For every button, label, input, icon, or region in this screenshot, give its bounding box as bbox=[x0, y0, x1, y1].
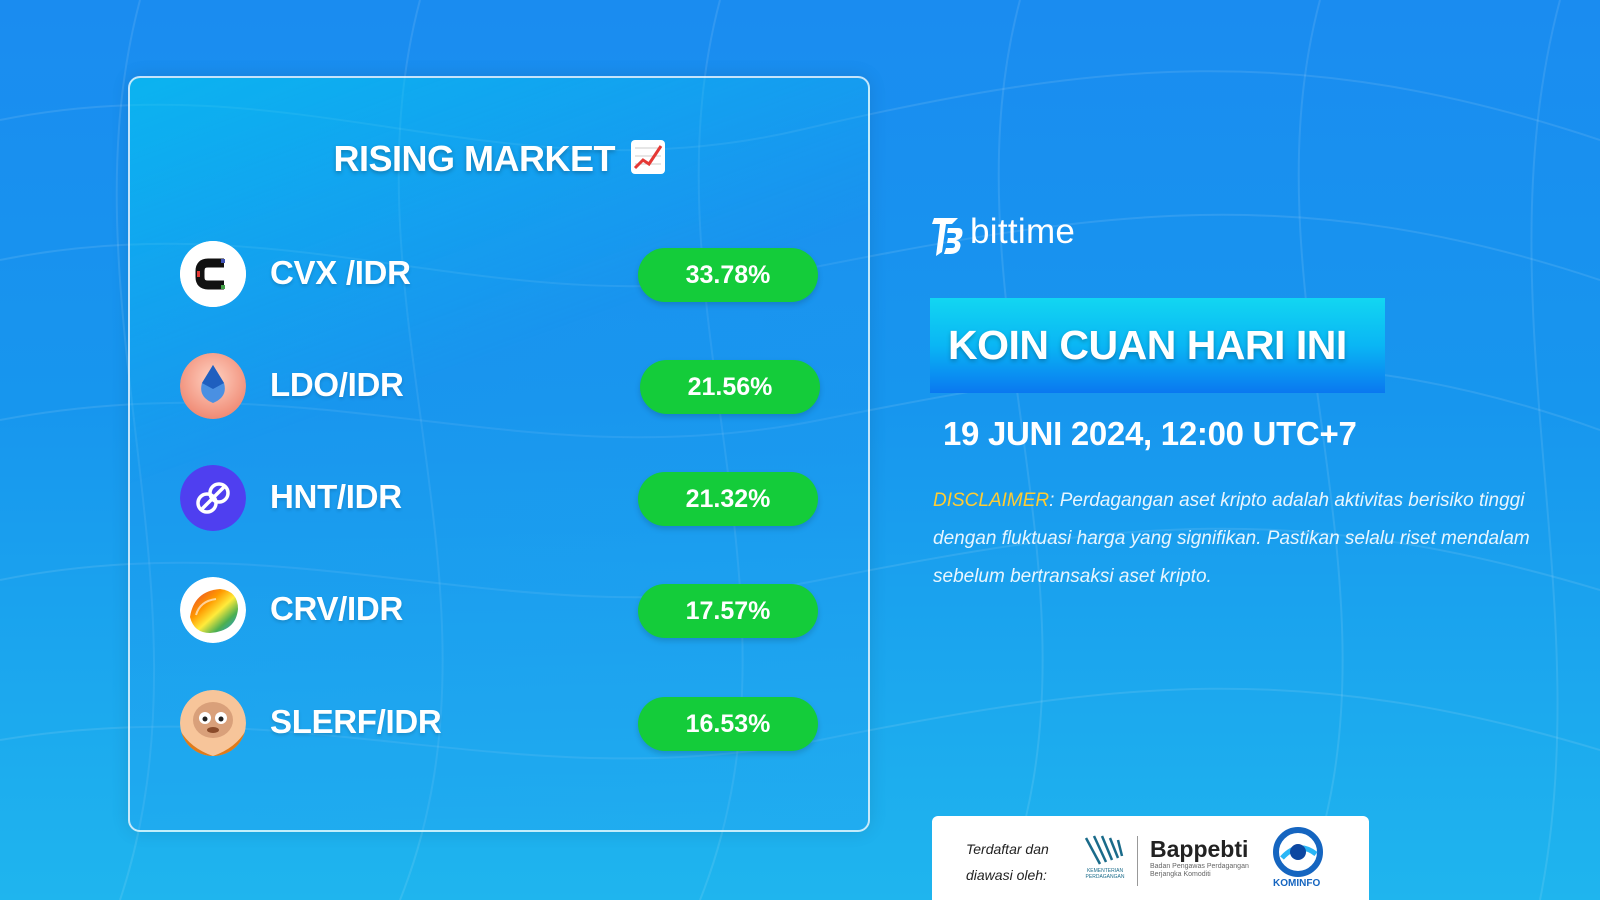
bittime-mark-icon bbox=[932, 218, 963, 256]
pair-label: CVX /IDR bbox=[270, 254, 411, 291]
divider bbox=[1137, 836, 1138, 886]
convex-logo-icon bbox=[180, 241, 246, 307]
disclaimer-label: DISCLAIMER bbox=[933, 490, 1050, 511]
kemendag-logo-icon bbox=[1084, 835, 1124, 865]
regulator-bar: Terdaftar dan diawasi oleh: KEMENTERIAN … bbox=[932, 816, 1369, 900]
helium-logo-icon bbox=[180, 465, 246, 531]
list-item: LDO/IDR 21.56% bbox=[180, 353, 820, 419]
date-time: 19 JUNI 2024, 12:00 UTC+7 bbox=[943, 415, 1357, 452]
list-item: SLERF/IDR 16.53% bbox=[180, 690, 820, 756]
pair-label: CRV/IDR bbox=[270, 590, 403, 627]
change-badge: 21.56% bbox=[640, 360, 820, 414]
pair-label: SLERF/IDR bbox=[270, 703, 442, 740]
disclaimer: DISCLAIMER: Perdagangan aset kripto adal… bbox=[933, 482, 1543, 596]
list-item: CVX /IDR 33.78% bbox=[180, 241, 820, 307]
headline-banner: KOIN CUAN HARI INI bbox=[930, 298, 1385, 393]
bappebti-subtitle: Badan Pengawas Perdagangan Berjangka Kom… bbox=[1150, 863, 1249, 878]
kominfo-label: KOMINFO bbox=[1273, 878, 1321, 889]
change-badge: 17.57% bbox=[638, 584, 818, 638]
brand-logo: bittime bbox=[930, 212, 1075, 258]
chart-increasing-icon bbox=[630, 140, 665, 175]
bappebti-name: Bappebti bbox=[1150, 836, 1249, 862]
lido-logo-icon bbox=[180, 353, 246, 419]
kominfo-logo-icon bbox=[1273, 827, 1323, 877]
pair-label: LDO/IDR bbox=[270, 366, 404, 403]
change-badge: 16.53% bbox=[638, 697, 818, 751]
card-title-text: RISING MARKET bbox=[333, 138, 615, 179]
list-item: HNT/IDR 21.32% bbox=[180, 465, 820, 531]
card-title: RISING MARKET bbox=[128, 138, 870, 180]
brand-name: bittime bbox=[970, 212, 1076, 251]
curve-logo-icon bbox=[180, 577, 246, 643]
change-badge: 21.32% bbox=[638, 472, 818, 526]
caption-line: diawasi oleh: bbox=[966, 867, 1047, 883]
slerf-logo-icon bbox=[180, 690, 246, 756]
kemendag-label: KEMENTERIAN PERDAGANGAN bbox=[1085, 868, 1125, 880]
caption-line: Terdaftar dan bbox=[966, 841, 1049, 857]
pair-label: HNT/IDR bbox=[270, 478, 402, 515]
registered-caption: Terdaftar dan diawasi oleh: bbox=[966, 836, 1049, 888]
disclaimer-text: : Perdagangan aset kripto adalah aktivit… bbox=[933, 490, 1530, 587]
list-item: CRV/IDR 17.57% bbox=[180, 577, 820, 643]
change-badge: 33.78% bbox=[638, 248, 818, 302]
